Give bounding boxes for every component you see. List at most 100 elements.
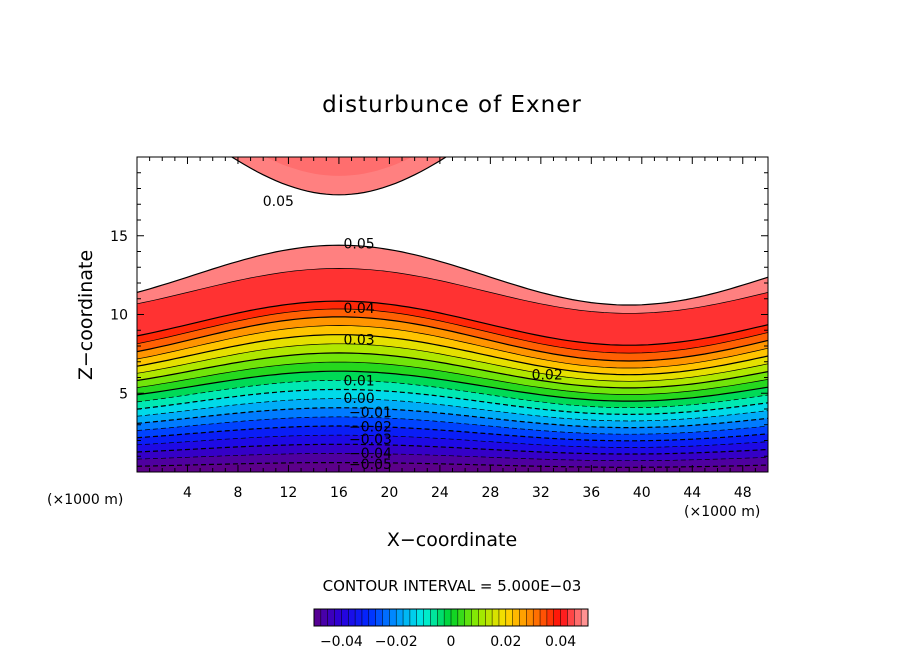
contour-label: −0.02 <box>349 419 392 435</box>
colorbar-cell <box>409 609 418 626</box>
colorbar-cell <box>403 609 411 626</box>
contour-labels: 0.05 0.05 0.04 0.03 0.02 0.010.00−0.01−0.02 −0… <box>263 194 563 473</box>
x-unit-right: (×1000 m) <box>684 504 760 520</box>
x-tick-label: 16 <box>330 485 348 501</box>
x-tick-label: 24 <box>431 485 449 501</box>
contour-label: 0.02 <box>532 367 563 383</box>
colorbar-cell <box>334 609 342 626</box>
colorbar-cell <box>361 609 370 626</box>
colorbar-frame <box>313 608 589 627</box>
contour-line <box>137 434 768 448</box>
colorbar-cell <box>533 609 541 626</box>
contour-line <box>137 407 768 429</box>
contour-line <box>137 388 768 416</box>
contour-line <box>137 300 768 346</box>
contour-line <box>137 453 768 462</box>
colorbar-cell <box>526 609 534 626</box>
colorbar-cell <box>457 609 465 626</box>
contour-line <box>137 361 768 395</box>
colorbar-cell <box>430 609 438 626</box>
contour-label: 0.05 <box>263 194 294 210</box>
colorbar-cell <box>444 609 452 626</box>
colorbar-cell <box>505 609 513 626</box>
contour-label: −0.05 <box>349 457 392 473</box>
chart-title: disturbunce of Exner <box>322 92 582 118</box>
colorbar-cell <box>540 609 548 626</box>
x-tick-label: 12 <box>280 485 298 501</box>
contour-label: −0.04 <box>349 446 392 462</box>
x-axis-label: X−coordinate <box>387 529 517 551</box>
x-tick-label: 28 <box>481 485 499 501</box>
y-tick-label: 10 <box>110 308 128 324</box>
colorbar-cell <box>368 609 376 626</box>
colorbar-cell <box>519 609 527 626</box>
colorbar-cell <box>320 609 328 626</box>
contour-line <box>137 425 768 442</box>
contour-label: −0.01 <box>349 405 392 421</box>
x-tick-label: 8 <box>233 485 242 501</box>
colorbar-cell <box>553 609 561 626</box>
x-tick-label: 40 <box>633 485 651 501</box>
colorbar-cell <box>492 609 500 626</box>
colorbar-cell <box>327 609 335 626</box>
y-tick-label: 5 <box>119 386 128 402</box>
y-axis-label: Z−coordinate <box>75 250 97 380</box>
contour-interval-note: CONTOUR INTERVAL = 5.000E−03 <box>323 577 582 595</box>
colorbar-cell <box>485 609 493 626</box>
contour-label: 0.00 <box>344 391 375 407</box>
y-tick-label: 15 <box>110 229 128 245</box>
contour-line <box>137 343 768 382</box>
contour-label: 0.01 <box>344 374 375 390</box>
colorbar-cell <box>416 609 424 626</box>
contour-line <box>137 416 768 435</box>
contour-band <box>137 462 768 472</box>
contour-line <box>137 443 768 455</box>
contour-line <box>137 244 768 306</box>
contour-band-top <box>231 157 447 195</box>
colorbar-cell <box>512 609 520 626</box>
colorbar-cell <box>423 609 431 626</box>
colorbar-tick-label: −0.02 <box>375 634 418 650</box>
colorbar-cell <box>375 609 383 626</box>
colorbar-cell <box>546 609 555 626</box>
contour-line <box>137 462 768 468</box>
contour-line <box>137 334 768 376</box>
colorbar-labels: −0.04 −0.02 0 0.02 0.04 <box>320 634 576 650</box>
colorbar-tick-label: −0.04 <box>320 634 363 650</box>
contour-lines <box>137 157 768 468</box>
colorbar-cell <box>341 609 349 626</box>
colorbar-tick-label: 0.02 <box>490 634 521 650</box>
colorbar-cell <box>382 609 390 626</box>
x-tick-label: 36 <box>582 485 600 501</box>
contour-label: 0.04 <box>344 301 375 317</box>
colorbar-cell <box>471 609 479 626</box>
colorbar-cell <box>396 609 404 626</box>
colorbar-cell <box>464 609 472 626</box>
colorbar-cell <box>478 609 486 626</box>
contour-line <box>137 379 768 409</box>
colorbar-tick-label: 0.04 <box>545 634 576 650</box>
contour-label: 0.03 <box>344 333 375 349</box>
colorbar-cell <box>574 609 582 626</box>
colorbar-cell <box>355 609 363 626</box>
colorbar-cell <box>348 609 356 626</box>
x-tick-label: 44 <box>683 485 701 501</box>
x-tick-label: 32 <box>532 485 550 501</box>
x-tick-label: 20 <box>380 485 398 501</box>
contour-label: 0.05 <box>344 237 375 253</box>
colorbar-cell <box>437 609 445 626</box>
colorbar-cell <box>451 609 459 626</box>
colorbar-cell <box>389 609 397 626</box>
contour-line <box>137 370 768 402</box>
x-tick-label: 4 <box>183 485 192 501</box>
colorbar-cell <box>581 609 589 626</box>
contour-line <box>137 316 768 362</box>
contour-line <box>137 308 768 354</box>
contour-line <box>230 157 448 196</box>
contour-line <box>137 325 768 369</box>
contour-line <box>137 268 768 314</box>
x-unit-left: (×1000 m) <box>47 492 123 508</box>
colorbar-cell <box>560 609 568 626</box>
